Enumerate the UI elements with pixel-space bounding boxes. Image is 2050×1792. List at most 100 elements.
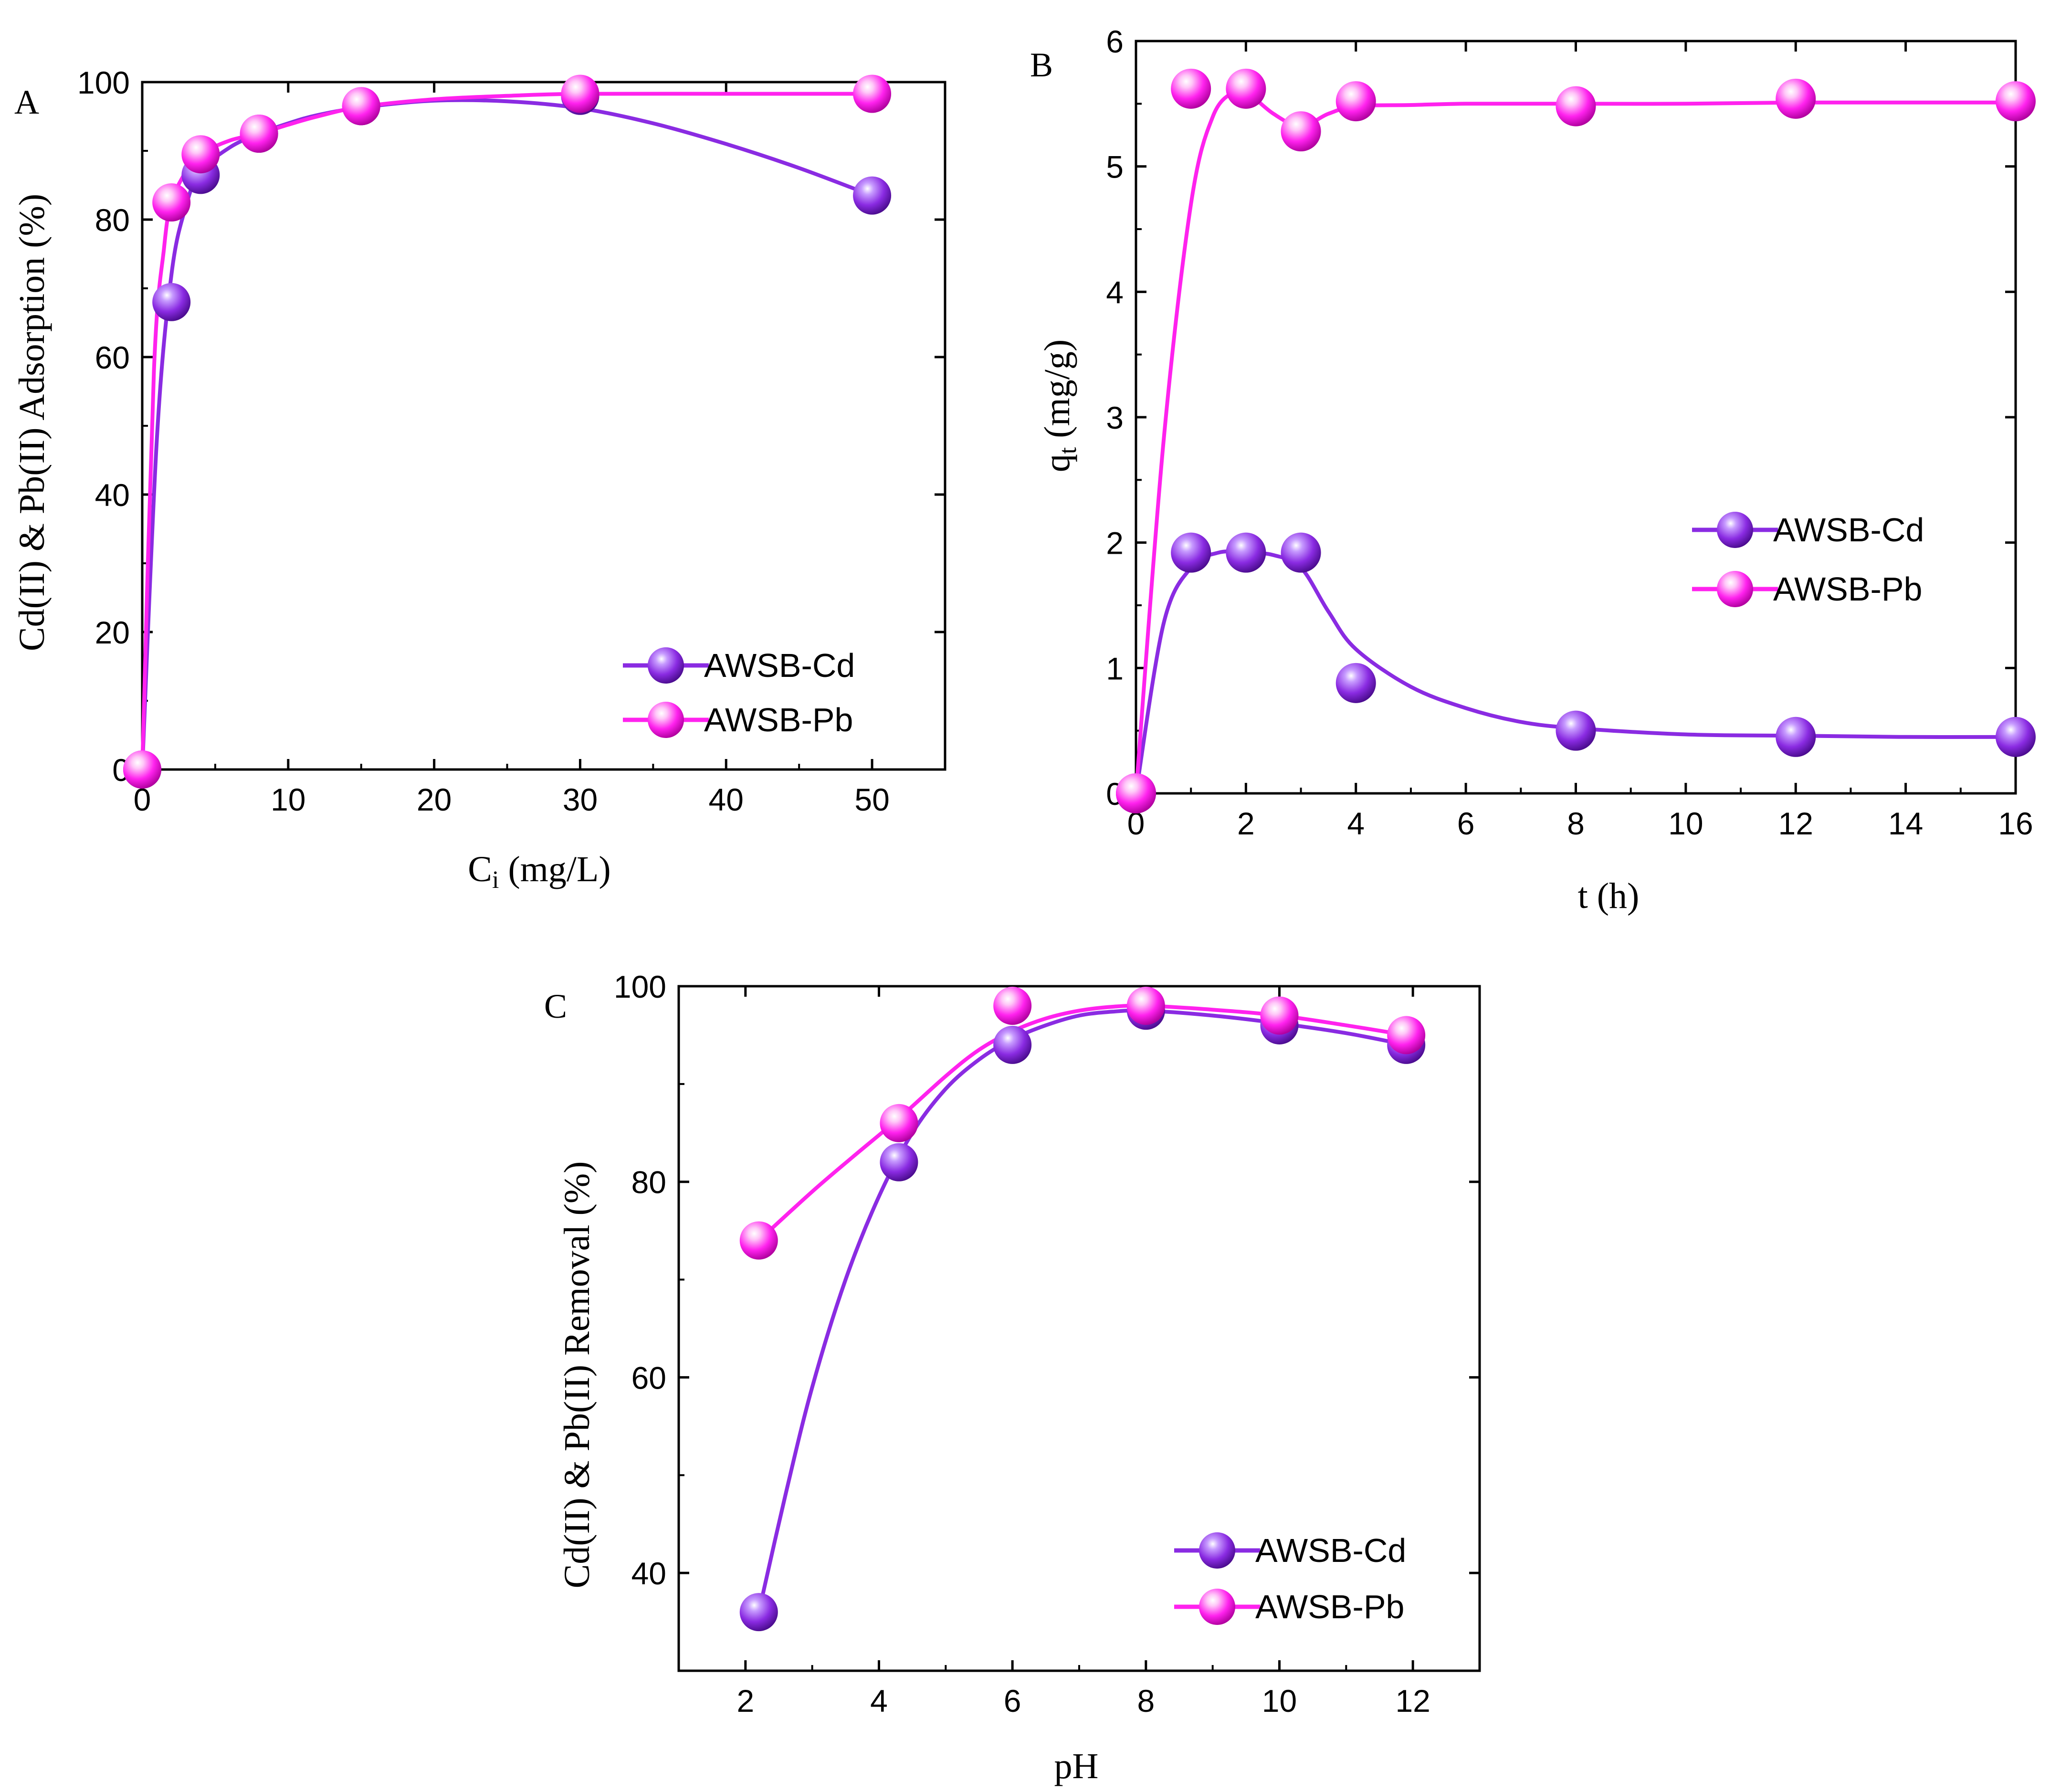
legend-marker-pb [1199,1589,1235,1625]
data-point-pb [1556,86,1596,126]
data-point-pb [993,986,1032,1025]
legend-entry-pb: AWSB-Pb [623,701,853,738]
data-point-pb [1996,81,2036,122]
data-point-pb [240,115,278,153]
legend-entry-pb: AWSB-Pb [1692,570,1922,608]
panel-a-points [123,74,892,789]
x-tick-label: 10 [271,782,305,817]
data-point-pb [152,183,191,221]
data-point-cd [739,1593,778,1632]
legend-marker-pb [648,702,684,738]
x-tick-label: 4 [1347,806,1365,841]
legend-entry-cd: AWSB-Cd [1174,1532,1406,1569]
y-tick-label: 40 [631,1556,666,1591]
panel-a-ylabel: Cd(II) & Pb(II) Adsorption (%) [12,194,52,651]
series-line-cd [757,1008,1409,1614]
x-tick-label: 40 [709,782,744,817]
legend-marker-cd [648,647,684,684]
legend-label-pb: AWSB-Pb [704,701,853,738]
panel-b-ylabel-tail: (mg/g) [1037,339,1077,447]
panel-c-ticks: 2 4 6 8 10 12 40 60 80 100 [614,969,1480,1718]
data-point-pb [342,87,380,126]
x-tick-label: 4 [870,1683,888,1718]
x-tick-label: 14 [1888,806,1923,841]
x-tick-label: 8 [1137,1683,1155,1718]
data-point-pb [561,74,599,113]
x-tick-label: 10 [1262,1683,1297,1718]
panel-b-letter: B [1030,46,1053,84]
data-point-cd [1171,532,1211,573]
legend-marker-pb [1717,571,1753,607]
y-tick-label: 80 [631,1165,666,1200]
panel-c-points [739,986,1426,1632]
x-tick-label: 2 [1237,806,1255,841]
panel-b-ylabel: qt (mg/g) [1037,339,1082,472]
x-tick-label: 6 [1004,1683,1021,1718]
y-tick-label: 5 [1106,149,1124,185]
y-tick-label: 6 [1106,24,1124,59]
panel-a-legend: AWSB-Cd AWSB-Pb [623,647,855,738]
panel-a-xlabel-main: C [468,849,492,889]
panel-a-xlabel: Ci (mg/L) [468,849,610,894]
panel-b-xlabel: t (h) [1578,876,1640,916]
data-point-cd [1335,663,1376,703]
legend-entry-pb: AWSB-Pb [1174,1588,1404,1625]
data-point-pb [1281,111,1321,152]
data-point-cd [880,1143,918,1181]
x-tick-label: 12 [1778,806,1813,841]
x-tick-label: 6 [1457,806,1475,841]
data-point-cd [152,283,191,321]
y-tick-label: 60 [95,340,130,375]
series-line-pb [1134,86,2018,795]
panel-a-xlabel-sub: i [492,866,499,894]
panel-b-points [1116,68,2036,813]
panel-a-letter: A [14,83,39,121]
data-point-pb [1335,81,1376,122]
y-tick-label: 1 [1106,651,1124,686]
data-point-pb [1226,68,1266,109]
data-point-cd [993,1025,1032,1064]
data-point-pb [123,750,161,789]
data-point-pb [1116,773,1156,813]
y-tick-label: 4 [1106,274,1124,310]
panel-c-curves [757,1003,1409,1614]
y-tick-label: 2 [1106,526,1124,561]
legend-marker-cd [1199,1532,1235,1569]
legend-entry-cd: AWSB-Cd [1692,511,1924,548]
panel-b-curves [1134,86,2018,795]
data-point-pb [853,74,892,113]
x-tick-label: 8 [1567,806,1585,841]
y-tick-label: 40 [95,477,130,513]
legend-label-cd: AWSB-Cd [704,647,855,684]
data-point-pb [1387,1016,1426,1054]
panel-c-ylabel: Cd(II) & Pb(II) Removal (%) [557,1161,597,1589]
data-point-pb [1126,986,1165,1025]
panel-c: C 2 4 6 8 10 12 40 60 80 100 Cd(II) & Pb(II) Remo… [544,969,1481,1786]
panel-b-ylabel-sub: t [1054,447,1082,454]
panel-b-legend: AWSB-Cd AWSB-Pb [1692,511,1924,608]
panel-b-ylabel-main: q [1037,454,1077,472]
data-point-cd [1226,532,1266,573]
panel-c-letter: C [544,987,567,1025]
legend-label-pb: AWSB-Pb [1773,570,1922,608]
data-point-pb [181,135,220,174]
data-point-cd [1281,532,1321,573]
legend-entry-cd: AWSB-Cd [623,647,855,684]
x-tick-label: 50 [854,782,889,817]
data-point-pb [1171,68,1211,109]
panel-b-plot-area [1135,40,2017,795]
data-point-pb [739,1221,778,1260]
panel-c-xlabel: pH [1054,1746,1099,1786]
x-tick-label: 2 [736,1683,754,1718]
x-tick-label: 16 [1998,806,2033,841]
y-tick-label: 80 [95,202,130,238]
x-tick-label: 12 [1395,1683,1430,1718]
series-line-pb [757,1003,1409,1243]
data-point-pb [1260,996,1299,1035]
data-point-cd [1556,710,1596,751]
